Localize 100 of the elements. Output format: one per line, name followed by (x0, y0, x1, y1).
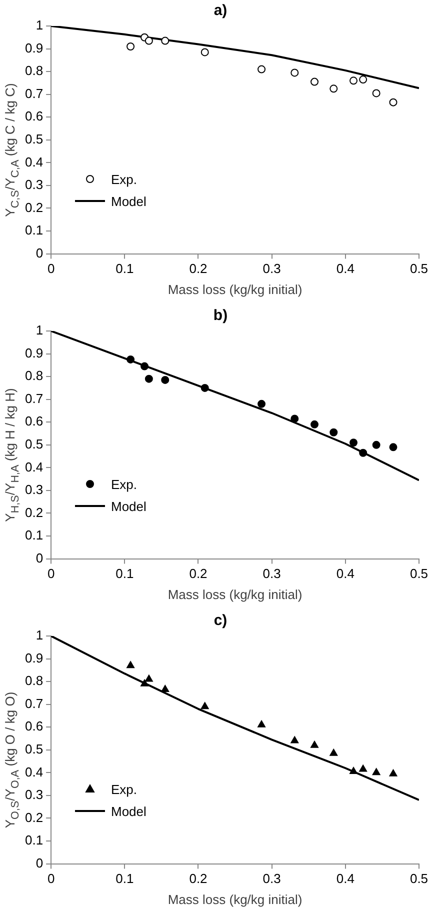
point (359, 764, 368, 772)
x-tick-label: 0.4 (336, 871, 354, 886)
x-tick-label: 0.5 (410, 261, 428, 276)
y-tick-label: 0.4 (24, 154, 44, 170)
y-tick-label: 0.7 (24, 86, 44, 101)
point (310, 78, 319, 86)
point (359, 76, 368, 84)
x-tick-label: 0.1 (116, 871, 134, 886)
point (330, 84, 338, 93)
point (330, 748, 338, 756)
point (161, 36, 170, 45)
y-tick-label: 0.6 (24, 414, 44, 429)
legend-label: Model (111, 498, 146, 514)
x-axis-title: Mass loss (kg/kg initial) (168, 282, 302, 297)
legend-label: Exp. (111, 782, 138, 796)
y-tick-label: 0.7 (24, 390, 44, 406)
y-tick-label: 0.9 (24, 650, 44, 666)
y-tick-label: 0.2 (24, 504, 44, 520)
legend-label: Exp. (111, 476, 138, 492)
point (144, 674, 153, 682)
y-tick-label: 0.6 (24, 718, 44, 734)
y-tick-label: 0.8 (24, 63, 44, 78)
point (350, 438, 358, 447)
point (258, 400, 266, 408)
point (389, 769, 398, 776)
x-tick-label: 0.3 (262, 261, 281, 276)
legend-label: Model (111, 804, 146, 818)
x-tick-label: 0 (47, 261, 55, 276)
y-tick-label: 0.9 (24, 40, 44, 56)
point (290, 414, 299, 423)
legend-label: Exp. (111, 172, 138, 186)
y-tick-label: 0.3 (24, 177, 44, 192)
point (144, 36, 153, 45)
point (359, 448, 368, 457)
x-tick-label: 0.1 (116, 261, 134, 276)
point (258, 720, 266, 728)
x-tick-label: 0.4 (336, 261, 354, 276)
x-tick-label: 0.1 (116, 566, 134, 582)
point (372, 768, 380, 776)
y-tick-label: 0.3 (24, 482, 44, 498)
chart-title: b) (213, 307, 228, 324)
point (258, 65, 266, 74)
y-tick-label: 0 (36, 550, 44, 566)
y-tick-label: 0.4 (24, 764, 44, 780)
x-tick-label: 0.2 (189, 871, 208, 886)
point (126, 661, 135, 668)
x-tick-label: 0.5 (410, 566, 428, 582)
y-tick-label: 0.5 (24, 131, 44, 146)
point (126, 355, 135, 364)
x-tick-label: 0 (47, 871, 55, 886)
x-tick-label: 0.5 (410, 871, 428, 886)
point (350, 767, 358, 774)
y-tick-label: 0.2 (24, 200, 44, 215)
point (200, 48, 209, 56)
y-tick-label: 0.5 (24, 436, 44, 452)
x-tick-label: 0.2 (189, 566, 208, 582)
point (389, 98, 398, 106)
point (140, 679, 148, 686)
point (310, 420, 319, 428)
y-tick-label: 0 (36, 245, 44, 260)
point (290, 736, 299, 744)
x-tick-label: 0.3 (262, 566, 281, 582)
point (144, 374, 153, 383)
point (290, 68, 299, 77)
point (330, 428, 338, 436)
chart-title: c) (214, 612, 228, 630)
y-tick-label: 0 (36, 855, 44, 870)
point (372, 440, 380, 449)
x-tick-label: 0.3 (262, 871, 281, 886)
point (372, 89, 380, 98)
point (161, 376, 170, 384)
point (161, 685, 170, 692)
legend-label: Model (111, 194, 146, 208)
point (350, 76, 358, 85)
x-axis-title: Mass loss (kg/kg initial) (168, 586, 302, 602)
y-tick-label: 1 (36, 18, 44, 33)
y-tick-label: 0.9 (24, 345, 44, 360)
point (200, 702, 209, 710)
point (389, 443, 398, 452)
point (310, 740, 318, 748)
y-tick-label: 0.8 (24, 368, 44, 384)
y-tick-label: 1 (36, 322, 44, 338)
y-tick-label: 0.8 (24, 673, 44, 688)
x-axis-title: Mass loss (kg/kg initial) (168, 892, 302, 907)
x-tick-label: 0.4 (336, 566, 354, 582)
y-tick-label: 1 (36, 628, 44, 643)
y-tick-label: 0.6 (24, 108, 44, 124)
y-tick-label: 0.1 (24, 832, 44, 848)
x-tick-label: 0.2 (189, 261, 208, 276)
y-tick-label: 0.1 (24, 222, 44, 238)
x-tick-label: 0 (47, 566, 55, 582)
chart-title: a) (214, 2, 228, 20)
y-tick-label: 0.2 (24, 810, 44, 825)
y-tick-label: 0.1 (24, 528, 44, 543)
point (140, 362, 149, 370)
point (200, 384, 209, 392)
y-tick-label: 0.3 (24, 787, 44, 802)
y-tick-label: 0.5 (24, 741, 44, 756)
y-tick-label: 0.7 (24, 696, 44, 711)
y-tick-label: 0.4 (24, 459, 44, 474)
